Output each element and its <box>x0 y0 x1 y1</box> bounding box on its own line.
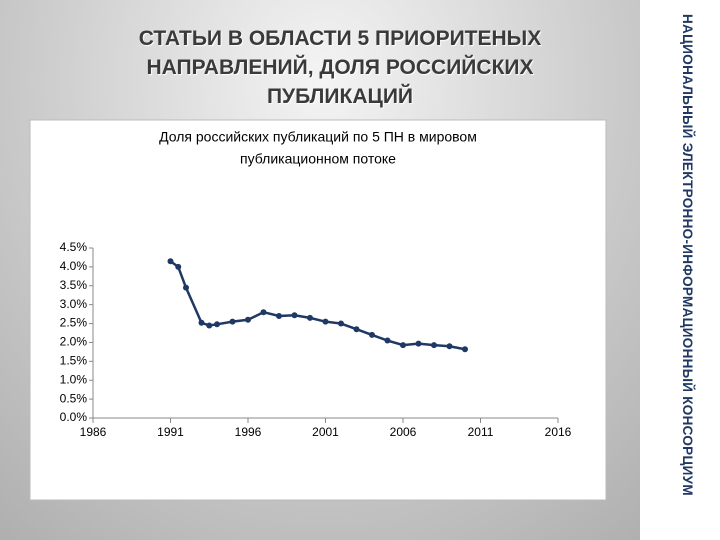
x-tick-label: 1991 <box>157 425 184 439</box>
point <box>229 318 236 325</box>
point <box>353 326 360 333</box>
y-tick-label: 0.0% <box>60 410 88 424</box>
x-tick-label: 1996 <box>235 425 262 439</box>
point <box>276 313 282 319</box>
chart-area <box>29 119 607 501</box>
point <box>415 340 422 347</box>
slide-title-line: СТАТЬИ В ОБЛАСТИ 5 ПРИОРИТЕНЫХ <box>138 27 542 50</box>
y-tick-label: 3.5% <box>60 278 88 292</box>
x-tick-label: 2006 <box>390 425 417 439</box>
y-tick-label: 3.0% <box>60 297 88 311</box>
point <box>384 337 391 344</box>
point <box>431 342 437 349</box>
sidebar-text: НАЦИОНАЛЬНЫЙ ЭЛЕКТРОННО-ИНФОРМАЦИОННЫЙ К… <box>680 14 695 496</box>
point <box>175 263 182 270</box>
point <box>183 284 189 291</box>
sidebar <box>640 0 720 540</box>
point <box>291 312 298 319</box>
y-tick-label: 2.0% <box>60 335 88 349</box>
point <box>400 342 406 349</box>
point <box>167 258 174 265</box>
chart-title: Доля российских публикаций по 5 ПН в мир… <box>159 129 477 145</box>
slide-title-line: НАПРАВЛЕНИЙ, ДОЛЯ РОССИЙСКИХ <box>146 56 534 79</box>
point <box>260 309 267 316</box>
chart-title: публикационном потоке <box>240 151 396 167</box>
slide-title: СТАТЬИ В ОБЛАСТИ 5 ПРИОРИТЕНЫХ НАПРАВЛЕН… <box>40 24 640 111</box>
point <box>322 318 329 325</box>
y-tick-label: 4.5% <box>60 240 88 254</box>
y-tick-label: 1.5% <box>60 354 88 368</box>
y-tick-label: 0.5% <box>60 391 88 405</box>
x-tick-label: 2016 <box>545 425 572 439</box>
point <box>369 331 375 338</box>
y-tick-label: 1.0% <box>60 372 88 386</box>
point <box>307 314 313 321</box>
y-tick-label: 4.0% <box>60 259 88 273</box>
point <box>245 316 251 323</box>
point <box>338 320 344 327</box>
point <box>198 319 205 326</box>
series-line <box>169 260 466 351</box>
y-tick-label: 2.5% <box>60 316 88 330</box>
point <box>462 346 468 353</box>
x-tick-label: 2011 <box>468 425 494 439</box>
point <box>214 321 220 328</box>
slide-title-line: ПУБЛИКАЦИЙ <box>266 85 414 108</box>
point <box>446 343 453 350</box>
x-tick-label: 1986 <box>80 425 107 439</box>
x-tick-label: 2001 <box>312 425 339 439</box>
point <box>206 322 213 329</box>
